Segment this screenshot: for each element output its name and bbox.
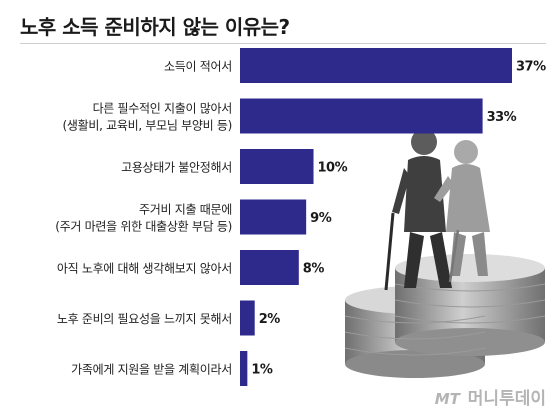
category-label: 소득이 적어서 — [164, 60, 232, 74]
value-label: 1% — [251, 363, 273, 378]
value-label: 33% — [487, 110, 517, 125]
category-label: 아직 노후에 대해 생각해보지 않아서 — [57, 262, 232, 276]
bar — [240, 98, 483, 134]
bar — [240, 351, 248, 386]
title-divider — [20, 43, 546, 44]
bar — [240, 250, 299, 285]
category-label: (주거 마련을 위한 대출상환 부담 등) — [55, 220, 232, 234]
category-label: (생활비, 교육비, 부모님 부양비 등) — [63, 119, 232, 133]
bar — [240, 149, 314, 184]
bar — [240, 199, 307, 235]
watermark-mark: MT — [434, 390, 460, 408]
category-label: 주거비 지출 때문에 — [139, 203, 232, 217]
bar — [240, 300, 255, 336]
value-label: 2% — [259, 312, 281, 327]
category-label: 가족에게 지원을 받을 계획이라서 — [71, 363, 232, 377]
watermark-text: 머니투데이 — [467, 389, 546, 409]
category-label: 노후 준비의 필요성을 느끼지 못해서 — [57, 312, 232, 326]
bar — [240, 48, 512, 83]
chart-title: 노후 소득 준비하지 않는 이유는? — [20, 15, 290, 39]
value-label: 9% — [310, 211, 332, 226]
category-label: 다른 필수적인 지출이 많아서 — [93, 102, 232, 116]
value-label: 37% — [516, 60, 546, 75]
value-label: 10% — [318, 161, 348, 176]
category-label: 고용상태가 불안정해서 — [121, 161, 232, 175]
value-label: 8% — [303, 262, 325, 277]
watermark: MT 머니투데이 — [435, 384, 546, 409]
